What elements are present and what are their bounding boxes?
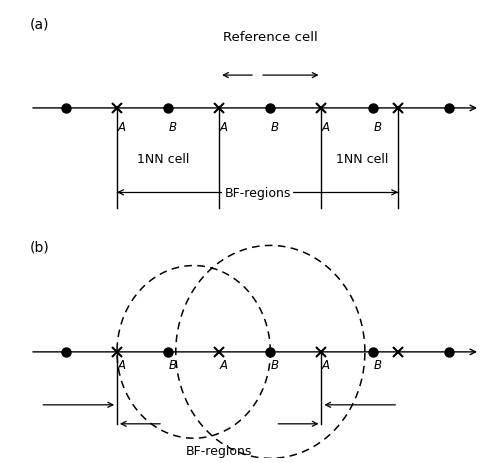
Text: BF-regions: BF-regions <box>186 444 252 457</box>
Text: (b): (b) <box>30 240 50 254</box>
Text: $A$: $A$ <box>219 120 229 133</box>
Text: $A$: $A$ <box>322 358 332 371</box>
Text: $A$: $A$ <box>322 120 332 133</box>
Text: $B$: $B$ <box>168 120 177 133</box>
Text: $B$: $B$ <box>168 358 177 371</box>
Text: $B$: $B$ <box>270 358 280 371</box>
Text: $B$: $B$ <box>372 358 382 371</box>
Text: 1NN cell: 1NN cell <box>137 153 189 166</box>
Text: $A$: $A$ <box>117 358 127 371</box>
Text: $A$: $A$ <box>219 358 229 371</box>
Text: $A$: $A$ <box>117 120 127 133</box>
Text: BF-regions: BF-regions <box>224 187 290 200</box>
Text: Reference cell: Reference cell <box>223 31 318 44</box>
Text: $B$: $B$ <box>372 120 382 133</box>
Text: (a): (a) <box>30 18 50 31</box>
Text: 1NN cell: 1NN cell <box>336 153 388 166</box>
Text: $B$: $B$ <box>270 120 280 133</box>
